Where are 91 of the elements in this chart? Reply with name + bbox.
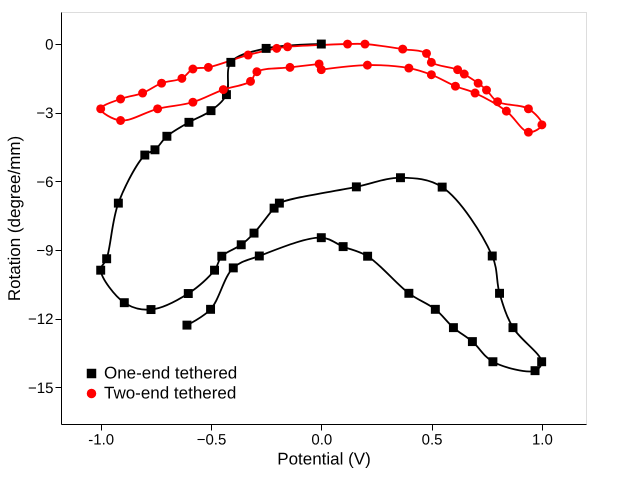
point <box>362 60 372 70</box>
point <box>524 104 533 114</box>
point <box>184 118 194 127</box>
point <box>396 173 405 182</box>
point <box>246 76 255 86</box>
point <box>274 198 284 208</box>
point <box>360 40 370 49</box>
point <box>422 48 431 58</box>
point <box>537 357 546 366</box>
point <box>206 106 216 116</box>
point <box>162 132 172 141</box>
point <box>226 58 236 67</box>
point <box>530 366 540 376</box>
point <box>218 85 228 94</box>
point <box>488 357 498 366</box>
point <box>272 44 282 53</box>
point <box>244 50 253 60</box>
point <box>474 78 483 88</box>
y-tick-label: 0 <box>45 36 54 54</box>
point <box>146 305 156 314</box>
point <box>102 254 112 264</box>
point <box>283 42 292 52</box>
point <box>352 182 361 192</box>
y-tick-label: −15 <box>28 380 54 397</box>
point <box>188 64 198 74</box>
y-tick-label: −3 <box>36 105 54 122</box>
point <box>470 88 480 98</box>
point <box>404 288 414 298</box>
point <box>404 64 414 73</box>
point <box>184 289 193 298</box>
point <box>120 298 129 308</box>
point <box>254 252 264 260</box>
x-tick-label: 1.0 <box>532 432 553 448</box>
point <box>286 62 294 72</box>
point <box>448 323 458 332</box>
point <box>495 288 504 298</box>
point <box>210 266 219 275</box>
point <box>96 266 106 275</box>
y-tick-label: −6 <box>36 174 54 191</box>
point <box>316 40 326 49</box>
y-tick-label: −9 <box>36 242 54 260</box>
legend-label: One-end tethered <box>104 364 238 382</box>
point <box>204 62 213 72</box>
point <box>250 228 258 238</box>
x-tick-label: 0.5 <box>422 432 443 448</box>
point <box>488 252 497 260</box>
point <box>188 98 198 107</box>
point <box>314 59 324 68</box>
point <box>116 116 126 125</box>
point <box>482 86 491 95</box>
point <box>316 233 326 242</box>
x-tick-label: -1.0 <box>88 432 114 448</box>
point <box>438 182 447 192</box>
x-tick-label: 0.0 <box>311 432 332 448</box>
point <box>157 78 166 88</box>
point <box>262 44 271 53</box>
point <box>460 70 469 78</box>
point <box>524 128 533 137</box>
point <box>236 240 246 250</box>
point <box>338 242 348 252</box>
x-axis-title: Potential (V) <box>277 450 371 468</box>
point <box>217 252 226 261</box>
y-tick-label: −12 <box>28 311 54 328</box>
legend-label: Two-end tethered <box>104 384 236 402</box>
point <box>508 323 518 332</box>
point <box>398 44 408 54</box>
point <box>116 94 126 104</box>
point <box>177 74 186 83</box>
point <box>426 58 436 67</box>
x-tick-label: −0.5 <box>196 432 226 448</box>
point <box>96 104 106 114</box>
point <box>493 97 502 106</box>
point <box>468 337 477 346</box>
point <box>450 82 460 91</box>
point <box>453 65 462 74</box>
point <box>150 145 160 154</box>
point <box>426 70 436 80</box>
point <box>252 67 262 76</box>
point <box>140 150 150 160</box>
point <box>502 106 511 116</box>
point <box>228 263 238 272</box>
point <box>363 252 372 261</box>
point <box>430 304 440 314</box>
point <box>138 88 148 98</box>
point <box>182 320 192 330</box>
point <box>206 304 216 314</box>
point <box>153 104 162 114</box>
y-axis-title: Rotation (degree/mm) <box>5 136 24 302</box>
point <box>114 198 123 208</box>
point <box>537 120 546 130</box>
point <box>343 40 352 49</box>
